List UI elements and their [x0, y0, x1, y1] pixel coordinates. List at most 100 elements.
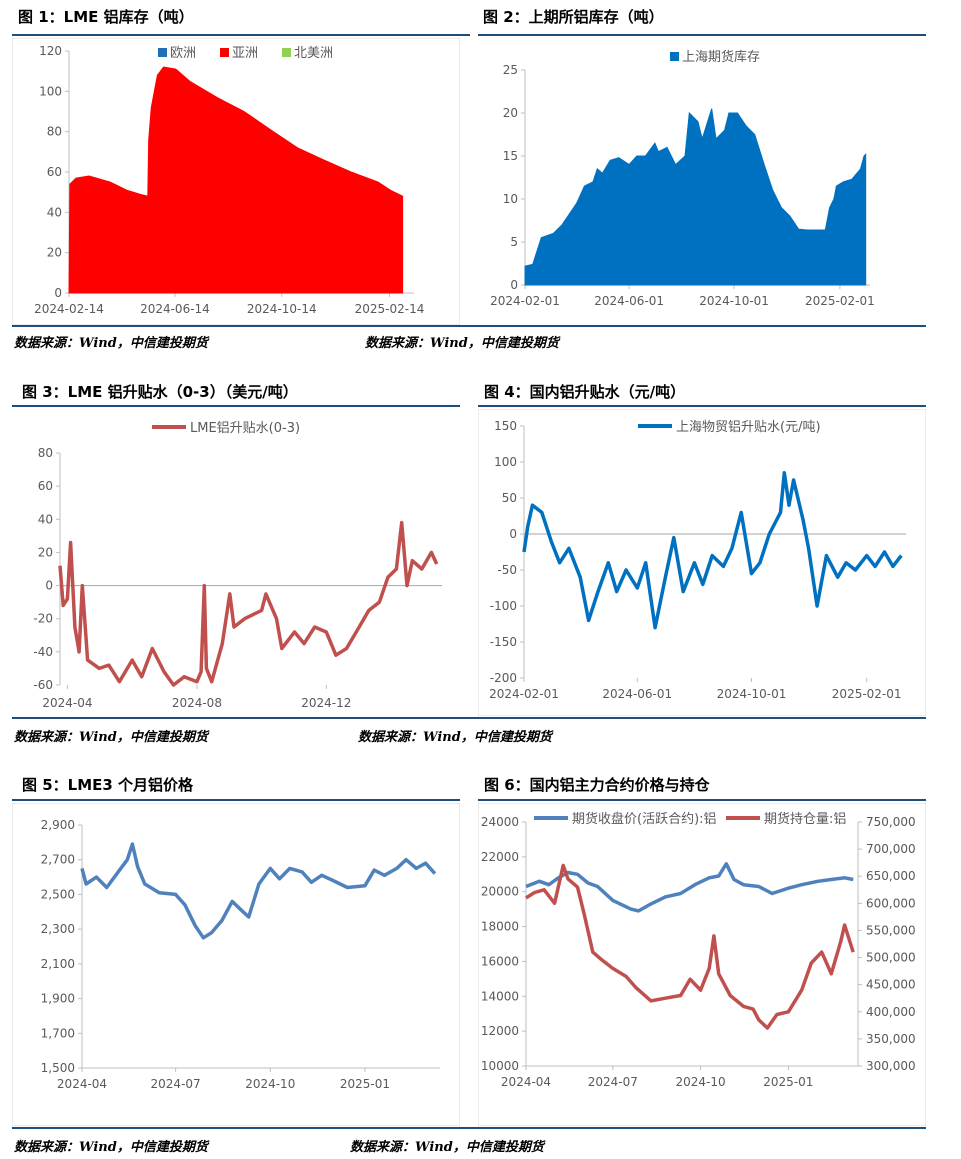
x-tick-label: 2024-02-14 — [34, 302, 104, 316]
footer-rule-3 — [12, 1127, 926, 1129]
x-tick-label: 2024-10-01 — [699, 294, 769, 308]
x-tick-label: 2025-02-01 — [832, 687, 902, 701]
chart-frame — [478, 409, 926, 716]
x-tick-label: 2024-10-14 — [247, 302, 317, 316]
header-rule-right-2 — [478, 405, 926, 407]
source-note-6: 数据来源：Wind，中信建投期货 — [350, 1140, 544, 1155]
y2-tick-label: 300,000 — [866, 1059, 916, 1073]
header-rule-left-3 — [12, 799, 460, 801]
lme-3m-aluminium-price-chart: 2,900 2,700 2,500 2,300 2,100 1,900 1,700 1,500… — [12, 803, 460, 1126]
y-tick-label: 25 — [503, 63, 518, 77]
y-tick-label: -40 — [33, 645, 53, 659]
chart-title-1: 图 1：LME 铝库存（吨） — [18, 8, 194, 26]
series-area-0 — [524, 108, 867, 286]
x-tick-label: 2025-01 — [340, 1077, 390, 1091]
legend-label: 期货持仓量:铝 — [764, 811, 846, 827]
y2-tick-label: 550,000 — [866, 923, 916, 937]
x-tick-label: 2024-02-01 — [490, 294, 560, 308]
x-tick-label: 2024-12 — [301, 696, 351, 710]
x-tick-label: 2025-02-01 — [805, 294, 875, 308]
x-tick-label: 2024-08 — [172, 696, 222, 710]
source-note-2: 数据来源：Wind，中信建投期货 — [365, 336, 559, 351]
series-line-0 — [58, 520, 439, 687]
series-line-1 — [525, 863, 855, 1030]
lme-aluminium-inventory-chart: 0 20 40 60 80 100 120 2024-02-14 2024-06-14 2024-… — [12, 38, 460, 325]
y-tick-label: -60 — [33, 678, 53, 692]
y-tick-label: 40 — [47, 205, 62, 219]
y-tick-label: 2,500 — [41, 887, 75, 901]
domestic-aluminium-price-oi-chart: 24000 22000 20000 18000 16000 14000 12000 10000… — [478, 803, 926, 1126]
series-line-0 — [525, 862, 854, 913]
chart-title-5: 图 5：LME3 个月铝价格 — [22, 776, 194, 794]
y-tick-label: 0 — [45, 579, 53, 593]
y-tick-label: 2,100 — [41, 957, 75, 971]
header-rule-right-1 — [478, 34, 926, 36]
header-rule-left-2 — [12, 405, 460, 407]
domestic-aluminium-spread-chart: 150 100 50 0 -50 -100 -150 -200 2024-02-01 2024-0… — [478, 409, 926, 716]
y-tick-label: 20 — [38, 545, 53, 559]
x-tick-label: 2024-04 — [42, 696, 92, 710]
x-tick-label: 2024-10-01 — [717, 687, 787, 701]
y-tick-label: 0 — [54, 286, 62, 300]
y2-tick-label: 350,000 — [866, 1032, 916, 1046]
x-tick-label: 2025-01 — [763, 1075, 813, 1089]
legend-label: 上海物贸铝升贴水(元/吨) — [676, 420, 821, 435]
legend-label: LME铝升贴水(0-3) — [190, 421, 300, 436]
y-tick-label: 100 — [494, 455, 517, 469]
x-tick-label: 2024-07 — [151, 1077, 201, 1091]
header-rule-right-3 — [478, 799, 926, 801]
y-tick-label: 10 — [503, 192, 518, 206]
source-note-4: 数据来源：Wind，中信建投期货 — [358, 730, 552, 745]
legend-swatch — [158, 48, 167, 57]
chart-title-6: 图 6：国内铝主力合约价格与持仓 — [484, 776, 710, 794]
y-tick-label: 0 — [510, 278, 518, 292]
source-note-5: 数据来源：Wind，中信建投期货 — [14, 1140, 208, 1155]
y-tick-label: 1,500 — [41, 1061, 75, 1075]
x-tick-label: 2024-06-14 — [140, 302, 210, 316]
y-tick-label: -50 — [497, 563, 517, 577]
y-tick-label: 24000 — [481, 815, 519, 829]
y-tick-label: -200 — [490, 671, 517, 685]
y-tick-label: 80 — [38, 446, 53, 460]
y2-tick-label: 450,000 — [866, 978, 916, 992]
y-tick-label: 60 — [47, 165, 62, 179]
y-tick-label: 40 — [38, 512, 53, 526]
y-tick-label: 100 — [39, 84, 62, 98]
y-tick-label: 120 — [39, 44, 62, 58]
y-tick-label: -20 — [33, 612, 53, 626]
y2-tick-label: 500,000 — [866, 951, 916, 965]
y-tick-label: 22000 — [481, 850, 519, 864]
y-tick-label: 12000 — [481, 1024, 519, 1038]
y-tick-label: 15 — [503, 149, 518, 163]
x-tick-label: 2024-06-01 — [594, 294, 664, 308]
footer-rule-2 — [12, 717, 926, 719]
x-tick-label: 2024-10 — [245, 1077, 295, 1091]
footer-rule-1 — [12, 325, 926, 327]
y2-tick-label: 750,000 — [866, 815, 916, 829]
y-tick-label: 50 — [502, 491, 517, 505]
y-tick-label: 10000 — [481, 1059, 519, 1073]
chart-frame — [12, 803, 460, 1126]
x-tick-label: 2024-07 — [588, 1075, 638, 1089]
y-tick-label: 2,900 — [41, 818, 75, 832]
y-tick-label: 20000 — [481, 885, 519, 899]
header-rule-left-1 — [12, 34, 470, 36]
legend-label: 上海期货库存 — [682, 49, 760, 65]
series-line-0 — [80, 842, 437, 940]
lme-aluminium-spread-chart: 80 60 40 20 0 -20 -40 -60 2024-04 2024-08 2024-12 L… — [33, 421, 442, 710]
y-tick-label: 16000 — [481, 954, 519, 968]
legend-swatch — [282, 48, 291, 57]
source-note-3: 数据来源：Wind，中信建投期货 — [14, 730, 208, 745]
y-tick-label: 150 — [494, 419, 517, 433]
series-line-0 — [522, 471, 903, 630]
x-tick-label: 2024-04 — [57, 1077, 107, 1091]
chart-title-4: 图 4：国内铝升贴水（元/吨） — [484, 383, 686, 401]
chart-title-2: 图 2：上期所铝库存（吨） — [483, 8, 664, 26]
y-tick-label: 18000 — [481, 920, 519, 934]
y-tick-label: -100 — [490, 599, 517, 613]
x-tick-label: 2024-06-01 — [602, 687, 672, 701]
y2-tick-label: 400,000 — [866, 1005, 916, 1019]
y-tick-label: 60 — [38, 479, 53, 493]
x-tick-label: 2024-10 — [676, 1075, 726, 1089]
y2-tick-label: 600,000 — [866, 896, 916, 910]
